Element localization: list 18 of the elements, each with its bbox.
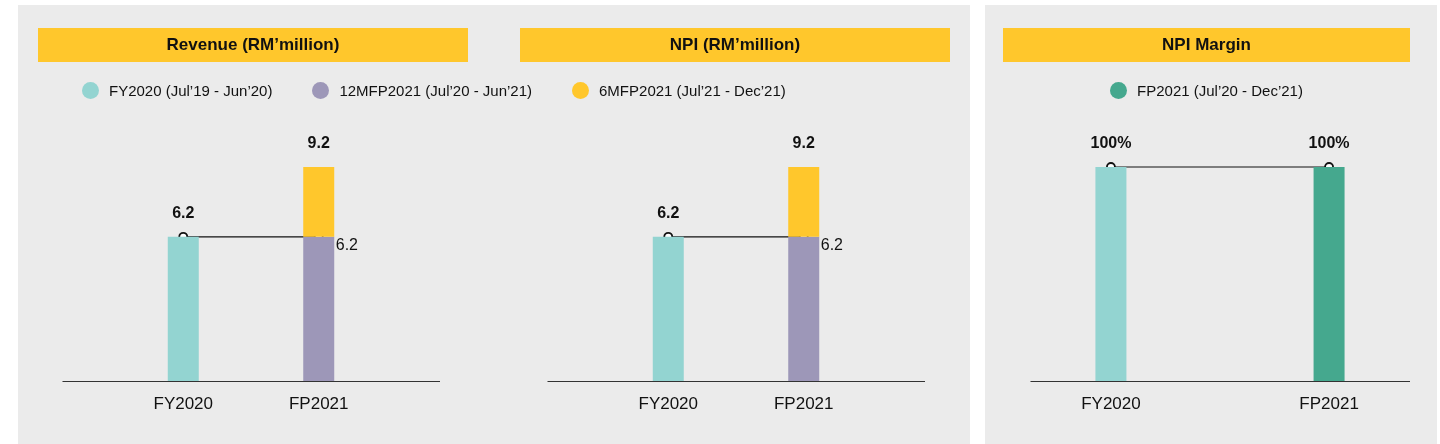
total-label: 9.2	[307, 134, 330, 151]
x-tick-label: FY2020	[638, 393, 699, 413]
data-label: 100%	[1308, 134, 1350, 151]
data-label: 6.2	[657, 203, 680, 221]
legend-label: 6MFP2021 (Jul’21 - Dec’21)	[599, 82, 786, 99]
legend-label: FY2020 (Jul’19 - Jun’20)	[109, 82, 273, 99]
data-label: 6.2	[172, 203, 195, 221]
x-tick-label: FY2020	[1081, 393, 1141, 413]
x-tick-label: FP2021	[288, 393, 349, 413]
legend-label: FP2021 (Jul’20 - Dec’21)	[1137, 82, 1303, 99]
total-label: 9.2	[792, 134, 815, 151]
x-tick-label: FY2020	[153, 393, 214, 413]
legend-label: 12MFP2021 (Jul’20 - Jun’21)	[339, 82, 533, 99]
x-tick-label: FP2021	[773, 393, 834, 413]
data-label: 100%	[1090, 134, 1132, 151]
data-label: 6.2	[820, 235, 844, 253]
x-tick-label: FP2021	[1299, 393, 1359, 413]
data-label: 6.2	[335, 235, 359, 253]
